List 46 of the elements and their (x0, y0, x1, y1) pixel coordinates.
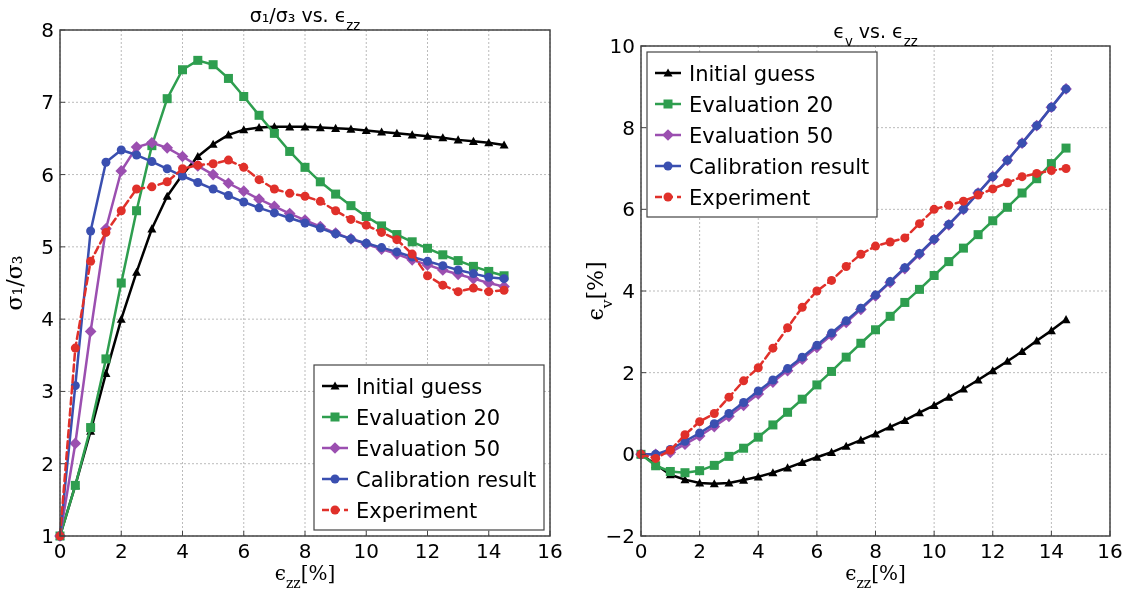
chart-title: ϵ$_{v}$ vs. ϵ$_{zz}$ (833, 20, 918, 49)
y-tick-label: 0 (622, 442, 635, 467)
legend-label: Evaluation 20 (689, 93, 834, 117)
x-tick-label: 6 (237, 539, 251, 563)
legend-label: Experiment (356, 499, 478, 523)
y-tick-label: 8 (622, 115, 635, 140)
y-tick-label: 10 (609, 34, 635, 58)
legend-label: Evaluation 50 (356, 437, 501, 461)
x-tick-label: 10 (353, 539, 379, 563)
y-tick-label: 4 (41, 307, 54, 332)
x-tick-label: 4 (176, 539, 189, 563)
x-tick-label: 16 (1097, 539, 1123, 563)
y-tick-label: 3 (41, 379, 54, 404)
y-tick-label: 4 (622, 279, 635, 303)
x-tick-label: 16 (537, 539, 563, 563)
x-tick-label: 12 (414, 539, 441, 563)
y-tick-label: 5 (41, 234, 54, 259)
legend-label: Calibration result (689, 155, 870, 179)
legend-label: Initial guess (356, 375, 483, 399)
y-tick-label: 6 (622, 197, 635, 222)
x-tick-label: 8 (298, 539, 312, 563)
legend-label: Calibration result (356, 468, 537, 492)
x-tick-label: 2 (114, 539, 128, 563)
x-tick-label: 6 (810, 539, 824, 563)
legend-label: Experiment (689, 186, 811, 210)
x-axis-title: ϵ$_{zz}$[%] (274, 561, 336, 591)
x-tick-label: 8 (869, 539, 882, 563)
x-tick-label: 4 (751, 539, 765, 563)
y-tick-label: 8 (41, 18, 54, 42)
x-tick-label: 12 (980, 539, 1006, 563)
chart-title: σ₁/σ₃ vs. ϵ$_{zz}$ (249, 4, 361, 33)
y-tick-label: 2 (622, 360, 635, 385)
legend-label: Evaluation 20 (356, 406, 501, 430)
x-tick-label: 10 (921, 539, 947, 563)
y-tick-label: 1 (41, 524, 54, 548)
y-axis-title: σ₁/σ₃ (2, 255, 27, 311)
x-tick-label: 14 (1038, 539, 1065, 563)
y-tick-label: 6 (41, 162, 54, 187)
y-tick-label: 7 (41, 90, 54, 115)
x-tick-label: 14 (476, 539, 502, 563)
legend-label: Initial guess (689, 62, 816, 86)
y-tick-label: −2 (605, 524, 635, 548)
x-tick-label: 2 (693, 539, 706, 563)
x-axis-title: ϵ$_{zz}$[%] (845, 561, 906, 591)
legend-label: Evaluation 50 (689, 124, 834, 148)
y-tick-label: 2 (41, 451, 54, 476)
